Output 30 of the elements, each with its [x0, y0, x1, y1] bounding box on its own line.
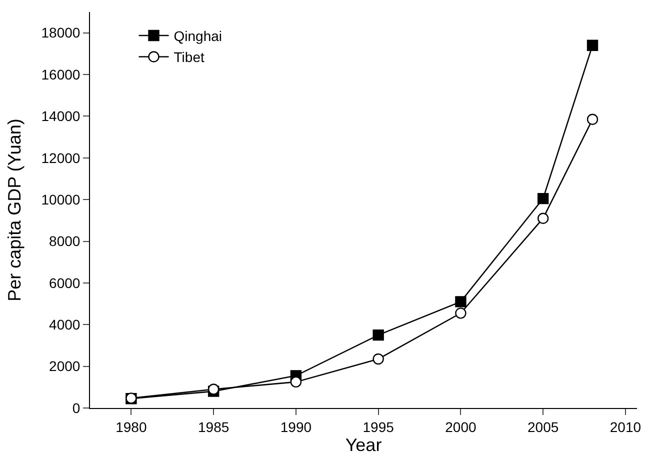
x-tick-label: 1985 [198, 418, 230, 435]
legend-label: Tibet [174, 49, 204, 66]
y-tick-label: 8000 [49, 233, 80, 250]
x-tick-label: 1995 [362, 418, 394, 435]
x-tick-label: 2005 [528, 418, 559, 435]
point [290, 376, 302, 388]
point [455, 296, 466, 308]
y-tick-label: 10000 [41, 191, 80, 208]
y-tick-label: 2000 [49, 358, 80, 374]
point [586, 40, 598, 51]
point [455, 308, 466, 319]
y-tick-label: 0 [72, 400, 80, 416]
point [372, 353, 384, 365]
y-tick-label: 18000 [41, 24, 80, 41]
legend-label: Qinghai [174, 28, 222, 44]
y-tick-label: 6000 [49, 274, 80, 291]
y-tick-label: 16000 [41, 66, 80, 82]
y-tick-label: 14000 [41, 108, 80, 124]
y-tick-label: 12000 [41, 150, 80, 166]
x-tick-label: 1980 [116, 418, 147, 435]
y-axis-title: Per capita GDP (Yuan) [4, 118, 24, 302]
x-tick-label: 2010 [610, 418, 642, 435]
point [586, 114, 598, 125]
x-tick-label: 2000 [445, 418, 476, 435]
y-tick-label: 4000 [49, 316, 80, 333]
point [537, 212, 549, 224]
point [372, 329, 384, 341]
point [537, 192, 549, 204]
x-axis-title: Year [345, 434, 382, 455]
x-tick-label: 1990 [280, 418, 312, 435]
